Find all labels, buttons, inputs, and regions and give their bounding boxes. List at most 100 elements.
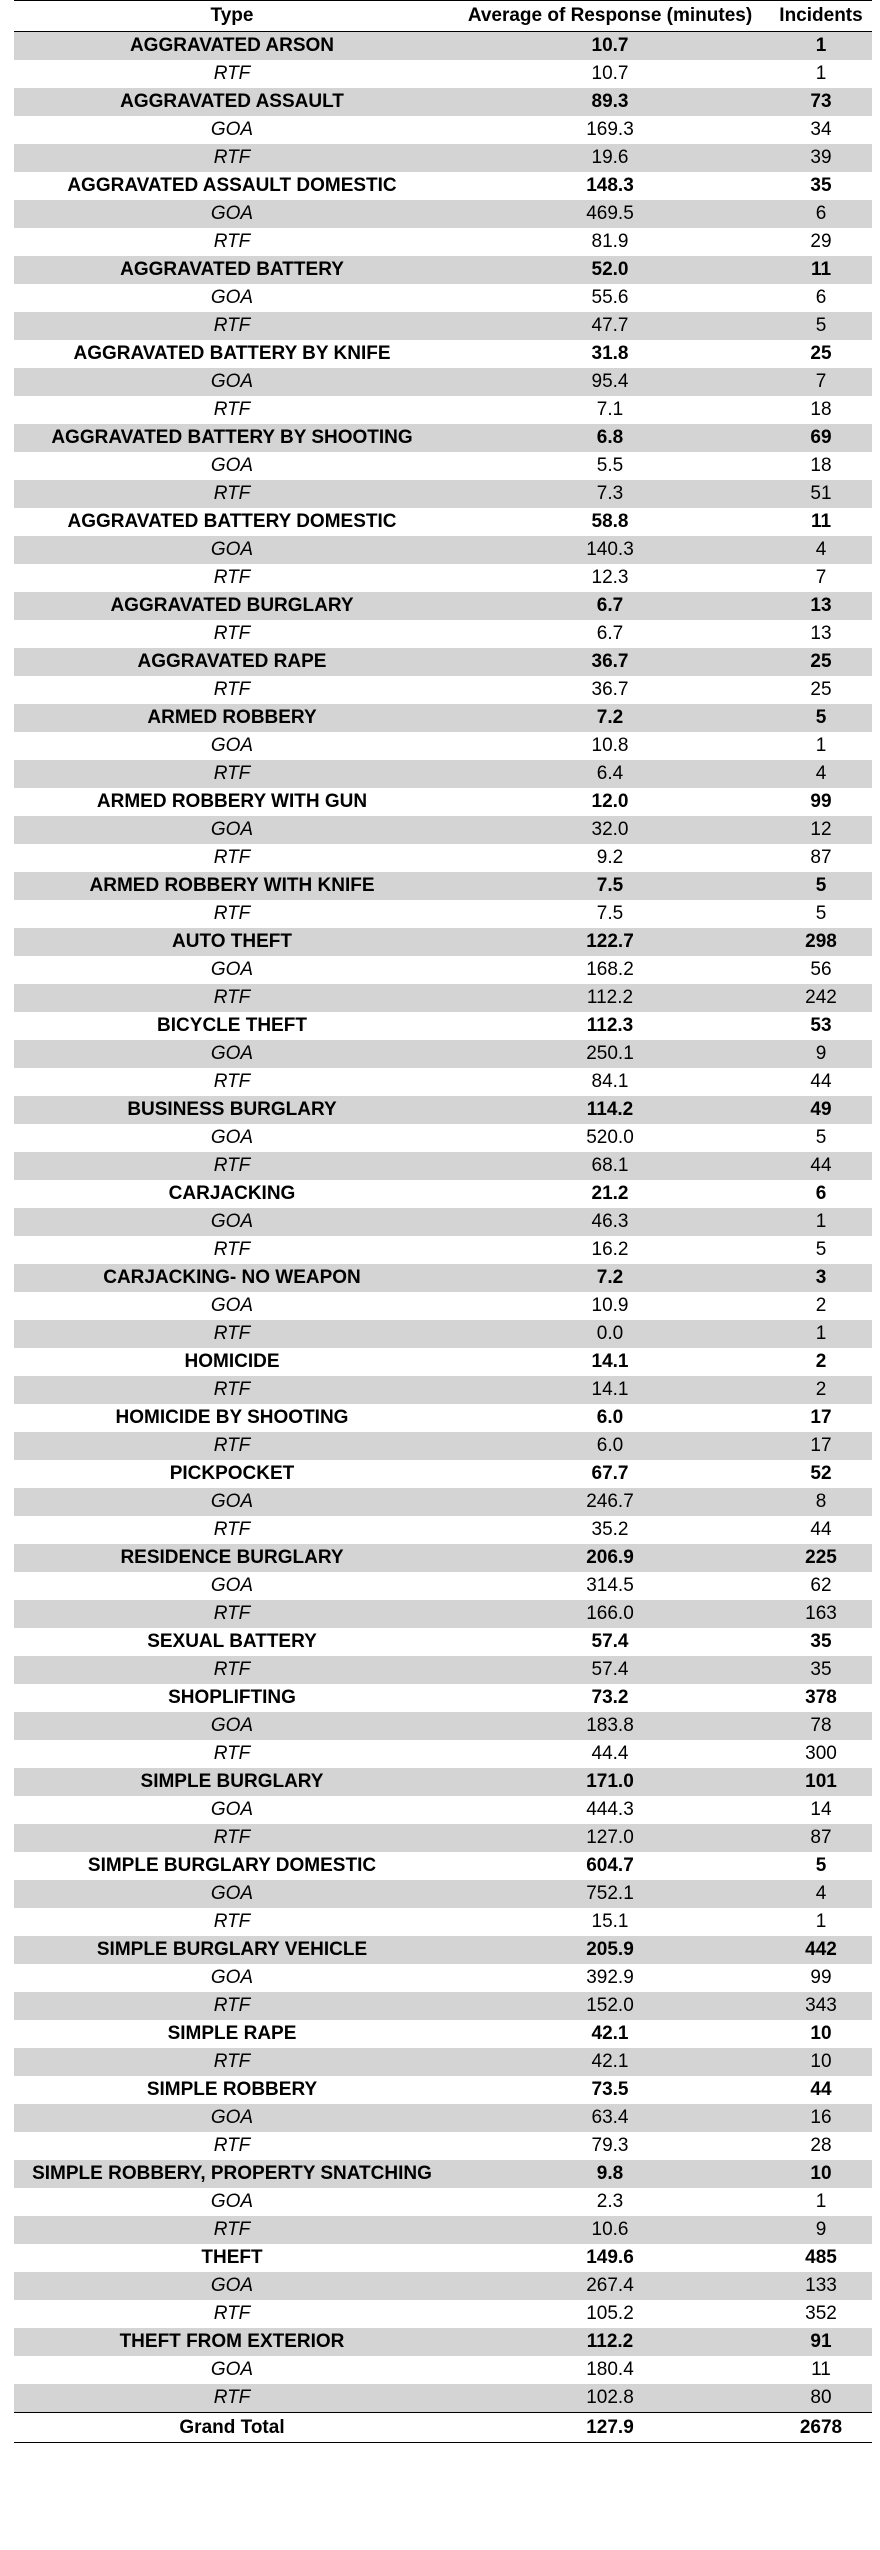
table-row-subcategory: RTF 112.2 242	[14, 984, 872, 1012]
table-row-subcategory: GOA 168.2 56	[14, 956, 872, 984]
type-cell: CARJACKING- NO WEAPON	[14, 1264, 450, 1292]
average-response-cell: 267.4	[450, 2272, 770, 2300]
table-row-subcategory: GOA 5.5 18	[14, 452, 872, 480]
average-response-cell: 6.8	[450, 424, 770, 452]
incidents-cell: 13	[810, 623, 832, 644]
type-cell: RTF	[213, 2303, 251, 2324]
average-response-cell: 148.3	[586, 175, 634, 196]
incidents-cell: 1	[815, 1911, 827, 1932]
average-response-cell: 81.9	[591, 231, 629, 252]
incidents-cell: 25	[810, 343, 832, 364]
table-row-category: AGGRAVATED BATTERY DOMESTIC 58.8 11	[14, 508, 872, 536]
table-row-subcategory: RTF 14.1 2	[14, 1376, 872, 1404]
average-response-cell: 171.0	[450, 1768, 770, 1796]
average-response-cell: 246.7	[450, 1488, 770, 1516]
incidents-cell: 7	[770, 368, 872, 396]
average-response-cell: 63.4	[450, 2104, 770, 2132]
incidents-cell: 11	[770, 256, 872, 284]
table-body: AGGRAVATED ARSON 10.7 1 RTF 10.7 1 AGGRAVATED …	[14, 31, 872, 2413]
type-cell: RTF	[14, 312, 450, 340]
type-cell: GOA	[210, 735, 254, 756]
header-type: Type	[14, 0, 450, 32]
incidents-cell: 5	[770, 872, 872, 900]
incidents-cell: 78	[770, 1712, 872, 1740]
average-response-cell: 95.4	[450, 368, 770, 396]
type-cell: BUSINESS BURGLARY	[14, 1096, 450, 1124]
table-row-subcategory: RTF 166.0 163	[14, 1600, 872, 1628]
average-response-cell: 6.7	[450, 592, 770, 620]
average-response-cell: 6.0	[450, 1432, 770, 1460]
incidents-cell: 99	[810, 1967, 832, 1988]
table-row-category: ARMED ROBBERY WITH GUN 12.0 99	[14, 788, 872, 816]
grand-total-average: 127.9	[450, 2412, 770, 2443]
table-row-category: AUTO THEFT 122.7 298	[14, 928, 872, 956]
incidents-cell: 69	[770, 424, 872, 452]
table-row-category: AGGRAVATED BATTERY BY KNIFE 31.8 25	[14, 340, 872, 368]
average-response-cell: 469.5	[450, 200, 770, 228]
incidents-cell: 14	[810, 1799, 832, 1820]
table-row-category: AGGRAVATED BATTERY 52.0 11	[14, 256, 872, 284]
type-cell: RTF	[14, 1320, 450, 1348]
type-cell: SEXUAL BATTERY	[147, 1631, 317, 1652]
incidents-cell: 378	[805, 1687, 837, 1708]
table-row-subcategory: GOA 63.4 16	[14, 2104, 872, 2132]
table-row-subcategory: RTF 79.3 28	[14, 2132, 872, 2160]
type-cell: AGGRAVATED BATTERY BY KNIFE	[73, 343, 391, 364]
table-row-category: AGGRAVATED BATTERY BY SHOOTING 6.8 69	[14, 424, 872, 452]
table-row-subcategory: RTF 152.0 343	[14, 1992, 872, 2020]
table-row-category: SIMPLE BURGLARY VEHICLE 205.9 442	[14, 1936, 872, 1964]
table-row-subcategory: GOA 180.4 11	[14, 2356, 872, 2384]
incidents-cell: 44	[810, 1071, 832, 1092]
type-cell: BICYCLE THEFT	[157, 1015, 307, 1036]
incidents-cell: 485	[805, 2247, 837, 2268]
table-row-subcategory: GOA 140.3 4	[14, 536, 872, 564]
average-response-cell: 2.3	[596, 2191, 624, 2212]
average-response-cell: 112.2	[450, 984, 770, 1012]
average-response-cell: 44.4	[591, 1743, 629, 1764]
incidents-cell: 44	[770, 1152, 872, 1180]
type-cell: RTF	[14, 1824, 450, 1852]
average-response-cell: 206.9	[450, 1544, 770, 1572]
type-cell: SIMPLE RAPE	[167, 2023, 297, 2044]
incidents-cell: 12	[770, 816, 872, 844]
type-cell: GOA	[14, 1208, 450, 1236]
table-row-subcategory: GOA 183.8 78	[14, 1712, 872, 1740]
average-response-cell: 10.7	[591, 63, 629, 84]
average-response-cell: 57.4	[591, 1631, 629, 1652]
type-cell: SIMPLE BURGLARY VEHICLE	[14, 1936, 450, 1964]
table-row-subcategory: RTF 57.4 35	[14, 1656, 872, 1684]
table-row-subcategory: RTF 105.2 352	[14, 2300, 872, 2328]
average-response-cell: 314.5	[586, 1575, 634, 1596]
incidents-cell: 73	[770, 88, 872, 116]
type-cell: GOA	[210, 2191, 254, 2212]
average-response-cell: 79.3	[591, 2135, 629, 2156]
type-cell: AGGRAVATED ARSON	[14, 31, 450, 60]
incidents-cell: 53	[810, 1015, 832, 1036]
type-cell: GOA	[210, 2359, 254, 2380]
incidents-cell: 80	[770, 2384, 872, 2413]
incidents-cell: 1	[815, 735, 827, 756]
table-row-category: SHOPLIFTING 73.2 378	[14, 1684, 872, 1712]
type-cell: GOA	[14, 816, 450, 844]
incidents-cell: 5	[815, 903, 827, 924]
type-cell: AGGRAVATED ASSAULT	[14, 88, 450, 116]
incidents-cell: 3	[770, 1264, 872, 1292]
incidents-cell: 62	[810, 1575, 832, 1596]
table-row-subcategory: GOA 95.4 7	[14, 368, 872, 396]
table-row-subcategory: GOA 469.5 6	[14, 200, 872, 228]
incidents-cell: 44	[810, 2079, 832, 2100]
incidents-cell: 7	[815, 567, 827, 588]
incidents-cell: 225	[770, 1544, 872, 1572]
incidents-cell: 133	[770, 2272, 872, 2300]
table-row-subcategory: GOA 32.0 12	[14, 816, 872, 844]
type-cell: SHOPLIFTING	[168, 1687, 296, 1708]
table-row-subcategory: GOA 392.9 99	[14, 1964, 872, 1992]
table-row-subcategory: RTF 10.7 1	[14, 60, 872, 88]
incidents-cell: 39	[770, 144, 872, 172]
header-row: Type Average of Response (minutes) Incid…	[14, 0, 872, 32]
average-response-cell: 169.3	[586, 119, 634, 140]
average-response-cell: 5.5	[596, 455, 624, 476]
type-cell: RTF	[213, 1071, 251, 1092]
type-cell: GOA	[210, 1295, 254, 1316]
type-cell: RTF	[14, 1656, 450, 1684]
